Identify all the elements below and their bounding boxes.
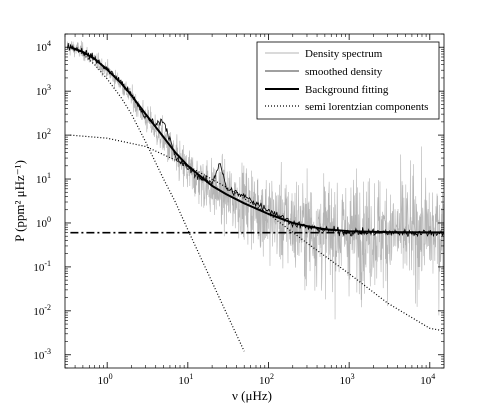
legend-label-lorentzian: semi lorentzian components — [305, 101, 428, 113]
series-background-fitting — [70, 46, 444, 234]
series-lorentzian-component-2 — [70, 134, 444, 332]
y-tick-label: 10-1 — [33, 259, 51, 274]
y-tick-label: 100 — [36, 215, 51, 230]
x-tick-label: 103 — [340, 372, 355, 387]
y-axis-label-text: P (ppm² μHz⁻¹) — [12, 160, 27, 242]
y-axis-label: P (ppm² μHz⁻¹) — [12, 160, 27, 242]
y-tick-label: 102 — [36, 127, 51, 142]
x-tick-label: 104 — [420, 372, 435, 387]
x-axis-label: ν (μHz) — [232, 388, 272, 403]
x-tick-label: 100 — [98, 372, 113, 387]
series-lorentzian-component-1 — [70, 46, 245, 352]
y-tick-label: 10-3 — [33, 347, 51, 362]
x-axis-label-text: ν (μHz) — [232, 388, 272, 403]
plot-frame — [64, 33, 445, 369]
legend-label-smoothed: smoothed density — [305, 66, 383, 78]
y-tick-label: 10-2 — [33, 303, 51, 318]
y-tick-label: 103 — [36, 83, 51, 98]
y-tick-label: 101 — [36, 171, 51, 186]
series-layer — [67, 40, 444, 352]
labels-layer: 100 101 102 103 104 10-3 10-2 10-1 100 101 102 103 1… — [33, 39, 435, 387]
legend-label-density: Density spectrum — [305, 48, 383, 60]
x-tick-label: 101 — [178, 372, 193, 387]
y-tick-label: 104 — [36, 39, 51, 54]
ticks-layer — [64, 33, 444, 369]
legend-box — [256, 41, 440, 120]
legend: Density spectrum smoothed density Backgr… — [256, 41, 440, 120]
x-tick-label: 102 — [259, 372, 274, 387]
legend-label-background: Background fitting — [305, 84, 389, 96]
